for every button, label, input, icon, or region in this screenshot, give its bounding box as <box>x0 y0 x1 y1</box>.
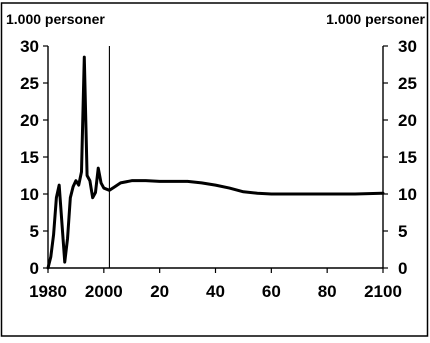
y-tick-label-right: 25 <box>398 74 417 93</box>
data-point <box>63 261 66 263</box>
series-line <box>46 55 385 270</box>
y-tick-label-left: 30 <box>20 37 39 56</box>
data-point <box>119 182 122 184</box>
data-point <box>158 180 161 183</box>
data-point <box>382 192 384 195</box>
y-tick-label-left: 5 <box>30 222 39 241</box>
data-point <box>83 56 86 58</box>
chart-frame <box>0 2 429 337</box>
data-point <box>52 233 55 236</box>
data-point <box>114 185 116 188</box>
x-tick-label: 2100 <box>364 282 402 301</box>
data-point <box>94 191 97 194</box>
y-tick-label-right: 30 <box>398 37 417 56</box>
data-point <box>61 222 63 225</box>
data-point <box>80 171 83 173</box>
y-tick-label-right: 0 <box>398 259 407 278</box>
x-tick-label: 20 <box>150 282 169 301</box>
y-tick-label-right: 15 <box>398 148 417 167</box>
axes: 0 0 5 5 10 10 15 15 20 20 25 25 30 30 1980 2000 20 40 60 80… <box>20 37 417 301</box>
data-point <box>256 192 259 195</box>
y-tick-label-right: 20 <box>398 111 417 130</box>
data-point <box>49 256 52 258</box>
data-point <box>186 180 189 183</box>
y-tick-label-left: 15 <box>20 148 39 167</box>
data-point <box>242 190 245 193</box>
data-point <box>47 267 49 269</box>
data-point <box>66 237 69 240</box>
y-unit-left: 1.000 personer <box>6 11 105 27</box>
data-point <box>200 182 203 184</box>
data-point <box>298 193 301 195</box>
data-point <box>108 189 111 192</box>
x-tick-label: 60 <box>262 282 281 301</box>
data-point <box>72 185 74 188</box>
series-layer <box>46 55 385 270</box>
data-point <box>100 182 102 184</box>
data-point <box>97 167 100 169</box>
data-point <box>89 179 91 182</box>
x-tick-label: 2000 <box>85 282 123 301</box>
data-point <box>130 179 133 182</box>
data-point <box>144 179 147 182</box>
data-point <box>86 174 88 177</box>
data-point <box>172 180 175 183</box>
y-tick-label-right: 10 <box>398 185 417 204</box>
y-tick-label-right: 5 <box>398 222 407 241</box>
data-point <box>103 187 105 189</box>
y-unit-right: 1.000 personer <box>326 11 425 27</box>
y-tick-label-left: 25 <box>20 74 39 93</box>
data-point <box>58 184 60 186</box>
data-point <box>354 193 356 195</box>
x-tick-label: 40 <box>206 282 225 301</box>
x-tick-label: 80 <box>318 282 337 301</box>
x-tick-label: 1980 <box>29 282 67 301</box>
data-point <box>75 179 77 182</box>
data-point <box>326 193 328 195</box>
data-point <box>55 196 58 199</box>
y-tick-label-left: 0 <box>30 259 39 278</box>
data-point <box>91 196 94 199</box>
series-group <box>46 55 385 270</box>
y-tick-label-left: 20 <box>20 111 39 130</box>
data-point <box>270 193 273 195</box>
data-point <box>69 196 72 199</box>
data-point <box>77 184 80 186</box>
data-point <box>214 184 217 186</box>
data-point <box>228 187 231 189</box>
y-tick-label-left: 10 <box>20 185 39 204</box>
